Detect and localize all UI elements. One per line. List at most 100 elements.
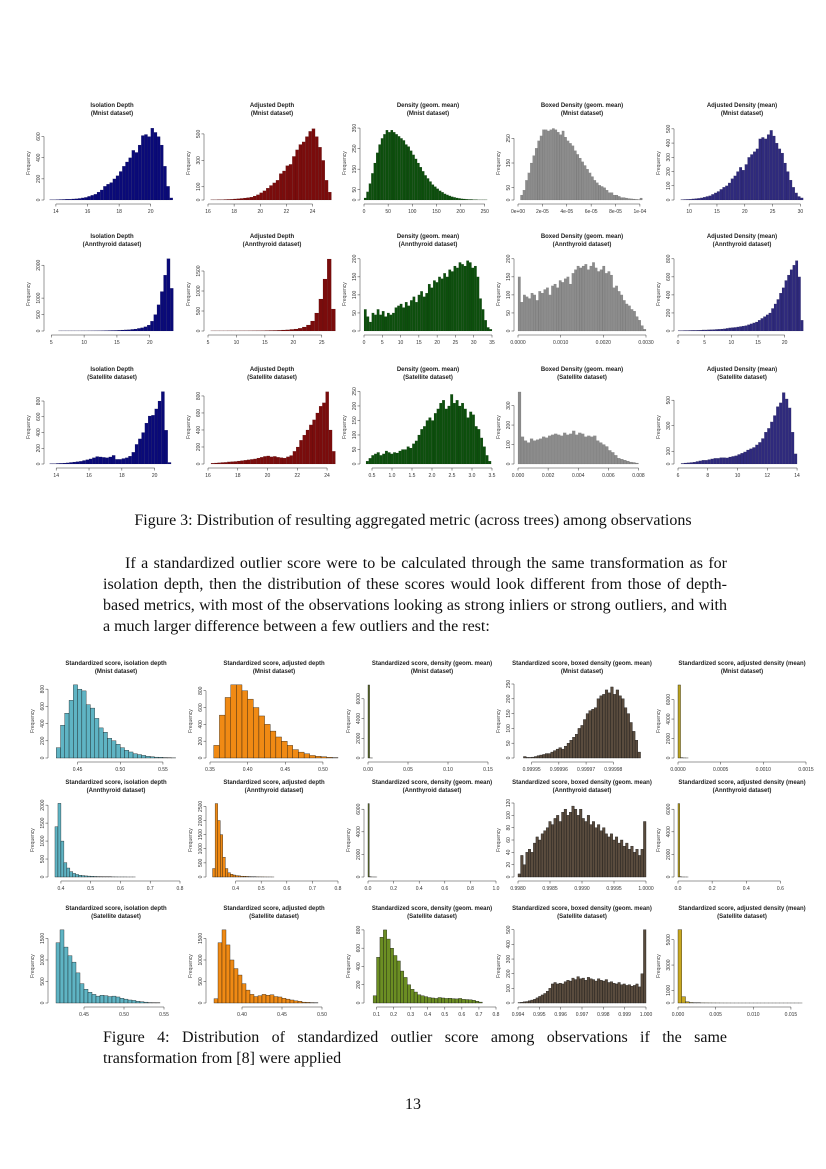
histogram: Isolation Depth (Mnist dataset) Frequency 1… — [26, 103, 173, 215]
histogram-bar — [114, 330, 118, 332]
histogram-bar — [566, 276, 570, 332]
y-axis-label: Frequency — [186, 282, 192, 306]
histogram-bar — [263, 456, 267, 465]
histogram-bar — [390, 948, 394, 1004]
histogram-bar — [587, 435, 591, 465]
histogram-bar — [540, 994, 544, 1004]
histogram-bar — [624, 707, 628, 759]
histogram-bar — [553, 750, 557, 759]
histogram-bar — [233, 968, 239, 1004]
x-tick-label: 25 — [319, 340, 325, 346]
histogram-bar — [54, 826, 59, 878]
x-tick-label: 0.6 — [117, 886, 124, 892]
x-tick-label: 20 — [148, 209, 154, 215]
histogram-bar — [128, 751, 134, 759]
x-tick-label: 0.55 — [158, 767, 168, 773]
histogram-bar — [106, 184, 110, 201]
histogram-bar — [618, 695, 622, 759]
histogram-bar — [389, 314, 393, 332]
x-tick-label: 0.000 — [672, 1012, 685, 1018]
histogram-bar — [376, 957, 381, 1004]
histogram-bar — [363, 309, 367, 332]
y-tick-label: 200 — [36, 174, 42, 183]
y-tick-label: 0 — [352, 198, 358, 201]
y-tick-label: 200 — [36, 444, 42, 453]
histogram-bar — [743, 451, 747, 465]
histogram-bar — [746, 449, 750, 465]
histogram-bar — [557, 434, 561, 465]
chart-subtitle: (Annthyroid dataset) — [399, 242, 458, 248]
histogram-bar — [555, 748, 560, 759]
histogram-bar — [446, 194, 449, 201]
histogram-bar — [592, 821, 595, 878]
histogram-bar — [169, 288, 174, 332]
histogram-bar — [599, 830, 603, 878]
histogram-bar — [315, 412, 320, 465]
histogram-bar — [702, 197, 706, 201]
histogram-bar — [789, 179, 793, 201]
histogram-bar — [551, 824, 555, 878]
histogram-bar — [380, 138, 384, 201]
histogram-bar — [617, 291, 621, 332]
histogram-bar — [530, 292, 534, 332]
histogram-bar — [273, 996, 279, 1004]
x-tick-label: 22 — [284, 209, 290, 215]
y-tick-label: 2000 — [198, 815, 204, 826]
y-tick-label: 100 — [506, 724, 512, 733]
histogram-bar — [427, 283, 431, 332]
histogram-bar — [545, 991, 549, 1004]
histogram-bar — [402, 140, 406, 201]
histogram-bar — [622, 983, 626, 1004]
histogram-panel: Standardized score, boxed density (geom.… — [494, 777, 654, 902]
histogram-bar — [235, 875, 239, 878]
histogram-bar — [583, 165, 587, 201]
chart-title: Standardized score, density (geom. mean) — [372, 906, 492, 912]
histogram-bar — [466, 417, 470, 465]
y-tick-label: 0 — [356, 1001, 362, 1004]
histogram-bar — [160, 291, 164, 332]
histogram-bar — [369, 321, 372, 332]
y-tick-label: 0 — [40, 1001, 46, 1004]
y-tick-label: 500 — [666, 124, 672, 133]
chart-title: Adjusted Density (mean) — [707, 103, 777, 109]
histogram-bar — [292, 749, 299, 759]
histogram-bar — [266, 188, 270, 201]
histogram-bar — [602, 694, 606, 759]
y-tick-label: 0 — [506, 198, 512, 201]
histogram-bar — [458, 262, 462, 332]
y-tick-label: 0 — [196, 462, 202, 465]
histogram-bar — [375, 152, 379, 201]
histogram-bar — [236, 684, 243, 759]
histogram-bar — [683, 462, 688, 465]
histogram-bar — [128, 157, 132, 201]
histogram-bar — [594, 827, 598, 878]
histogram-panel: Standardized score, density (geom. mean)… — [344, 777, 504, 902]
histogram-bar — [90, 195, 94, 201]
y-tick-label: 0 — [506, 875, 512, 878]
histogram-bar — [741, 170, 745, 201]
histogram-bar — [164, 430, 168, 465]
histogram-bar — [733, 175, 737, 201]
histogram-bar — [561, 748, 565, 759]
histogram-bar — [533, 999, 537, 1004]
histogram-bar — [720, 328, 724, 332]
histogram-bar — [576, 154, 580, 201]
histogram-bar — [230, 874, 234, 878]
histogram-bar — [553, 982, 557, 1004]
histogram-bar — [167, 462, 172, 465]
histogram-bar — [622, 300, 626, 332]
histogram-bar — [556, 815, 560, 878]
histogram-bar — [119, 171, 123, 201]
histogram-bar — [548, 294, 552, 332]
histogram-panel: Adjusted Depth (Annthyroid dataset) Freque… — [184, 231, 344, 356]
histogram-bar — [107, 738, 112, 759]
x-tick-label: 0.9995 — [606, 886, 622, 892]
chart-title: Standardized score, isolation depth — [65, 780, 167, 786]
histogram-bar — [467, 199, 471, 201]
histogram-bar — [692, 461, 696, 465]
histogram-bar — [750, 154, 754, 201]
histogram-bar — [224, 697, 231, 759]
histogram-bar — [795, 260, 799, 332]
histogram-bar — [596, 440, 600, 465]
histogram-bar — [305, 429, 310, 465]
